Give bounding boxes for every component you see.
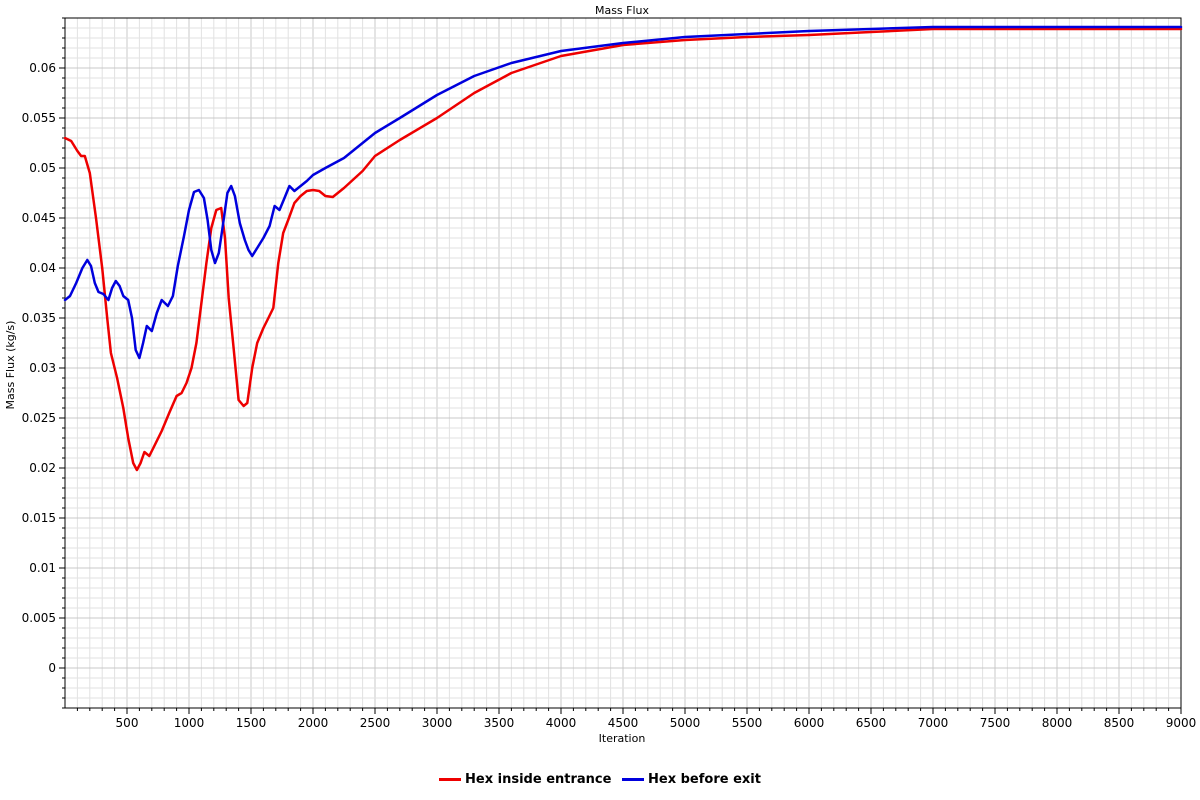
- minor-ticks: [62, 17, 1170, 711]
- legend-item-entrance: Hex inside entrance: [439, 772, 611, 787]
- x-tick-label: 7500: [980, 716, 1011, 730]
- x-tick-label: 2500: [360, 716, 391, 730]
- y-tick-label: 0.04: [29, 261, 56, 275]
- y-tick-label: 0.035: [22, 311, 56, 325]
- x-tick-label: 8000: [1042, 716, 1073, 730]
- y-tick-label: 0.06: [29, 61, 56, 75]
- legend: Hex inside entrance Hex before exit: [0, 770, 1200, 787]
- chart-title: Mass Flux: [595, 4, 650, 17]
- x-tick-label: 6500: [856, 716, 887, 730]
- x-axis-ticks: 500 1000 1500 2000 2500 3000 3500 4000 4500 5000 5…: [116, 708, 1197, 730]
- x-tick-label: 3000: [422, 716, 453, 730]
- y-tick-label: 0.02: [29, 461, 56, 475]
- y-axis-label: Mass Flux (kg/s): [4, 321, 17, 410]
- y-tick-label: 0.015: [22, 511, 56, 525]
- y-tick-label: 0: [48, 661, 56, 675]
- x-tick-label: 4000: [546, 716, 577, 730]
- x-tick-label: 5000: [670, 716, 701, 730]
- y-tick-label: 0.005: [22, 611, 56, 625]
- y-tick-label: 0.045: [22, 211, 56, 225]
- y-axis-ticks: 0 0.005 0.01 0.015 0.02 0.025 0.03 0.035 0.04 0.0…: [22, 61, 65, 675]
- x-tick-label: 6000: [794, 716, 825, 730]
- legend-item-exit: Hex before exit: [622, 772, 761, 787]
- x-tick-label: 500: [116, 716, 139, 730]
- x-tick-label: 1500: [236, 716, 267, 730]
- x-tick-label: 7000: [918, 716, 949, 730]
- x-tick-label: 4500: [608, 716, 639, 730]
- series-line-hex-inside-entrance: [63, 27, 1183, 472]
- y-tick-label: 0.05: [29, 161, 56, 175]
- x-tick-label: 9000: [1166, 716, 1197, 730]
- x-tick-label: 1000: [174, 716, 205, 730]
- legend-label-entrance: Hex inside entrance: [465, 772, 612, 787]
- x-tick-label: 8500: [1104, 716, 1135, 730]
- legend-swatch-blue: [622, 778, 644, 781]
- y-tick-label: 0.03: [29, 361, 56, 375]
- series-line-hex-before-exit: [63, 25, 1183, 360]
- y-tick-label: 0.025: [22, 411, 56, 425]
- x-tick-label: 5500: [732, 716, 763, 730]
- series-lines: [63, 25, 1183, 472]
- x-tick-label: 3500: [484, 716, 515, 730]
- x-axis-label: Iteration: [599, 732, 646, 745]
- grid-lines: [65, 17, 1181, 709]
- x-tick-label: 2000: [298, 716, 329, 730]
- y-tick-label: 0.055: [22, 111, 56, 125]
- legend-swatch-red: [439, 778, 462, 781]
- y-tick-label: 0.01: [29, 561, 56, 575]
- legend-label-exit: Hex before exit: [648, 772, 761, 787]
